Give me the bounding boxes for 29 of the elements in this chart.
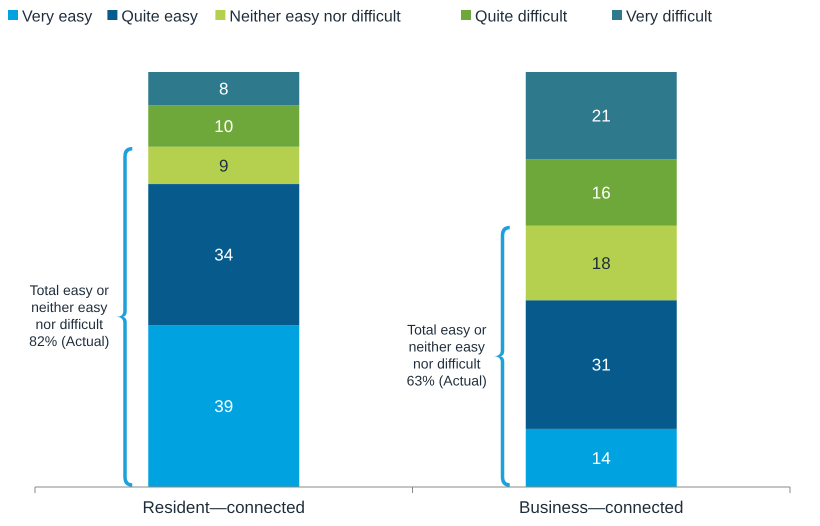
data-label: 34 (214, 246, 234, 265)
data-label: 16 (592, 183, 611, 202)
data-label: 9 (219, 156, 228, 176)
data-label: 14 (592, 448, 611, 468)
annotation: Total easy or neither easy nor difficult 82% (Actual) (29, 282, 110, 350)
data-label: 31 (592, 356, 611, 375)
data-label: 21 (592, 106, 611, 126)
data-label: 10 (214, 116, 234, 136)
annotation: Total easy or neither easy nor difficult 63% (Actual) (406, 321, 487, 388)
bar (148, 184, 300, 326)
data-label: 8 (219, 80, 228, 99)
bar (526, 300, 677, 429)
legend-label: Very difficult (626, 8, 713, 26)
legend-label: Very easy (22, 8, 92, 26)
x-tick-label: Resident—connected (142, 498, 306, 517)
bar (526, 159, 677, 226)
bar (526, 428, 677, 487)
legend-label: Quite easy (121, 8, 198, 26)
bar (148, 72, 300, 106)
legend-label: Quite difficult (475, 8, 568, 26)
data-label: 18 (592, 254, 611, 273)
bar (148, 146, 300, 184)
legend-label: Neither easy nor difficult (229, 8, 402, 26)
data-label: 39 (214, 397, 234, 416)
bar (148, 105, 300, 147)
x-tick-label: Business—connected (519, 498, 684, 517)
bar (526, 226, 677, 300)
bar (526, 72, 677, 160)
bar (148, 325, 300, 487)
